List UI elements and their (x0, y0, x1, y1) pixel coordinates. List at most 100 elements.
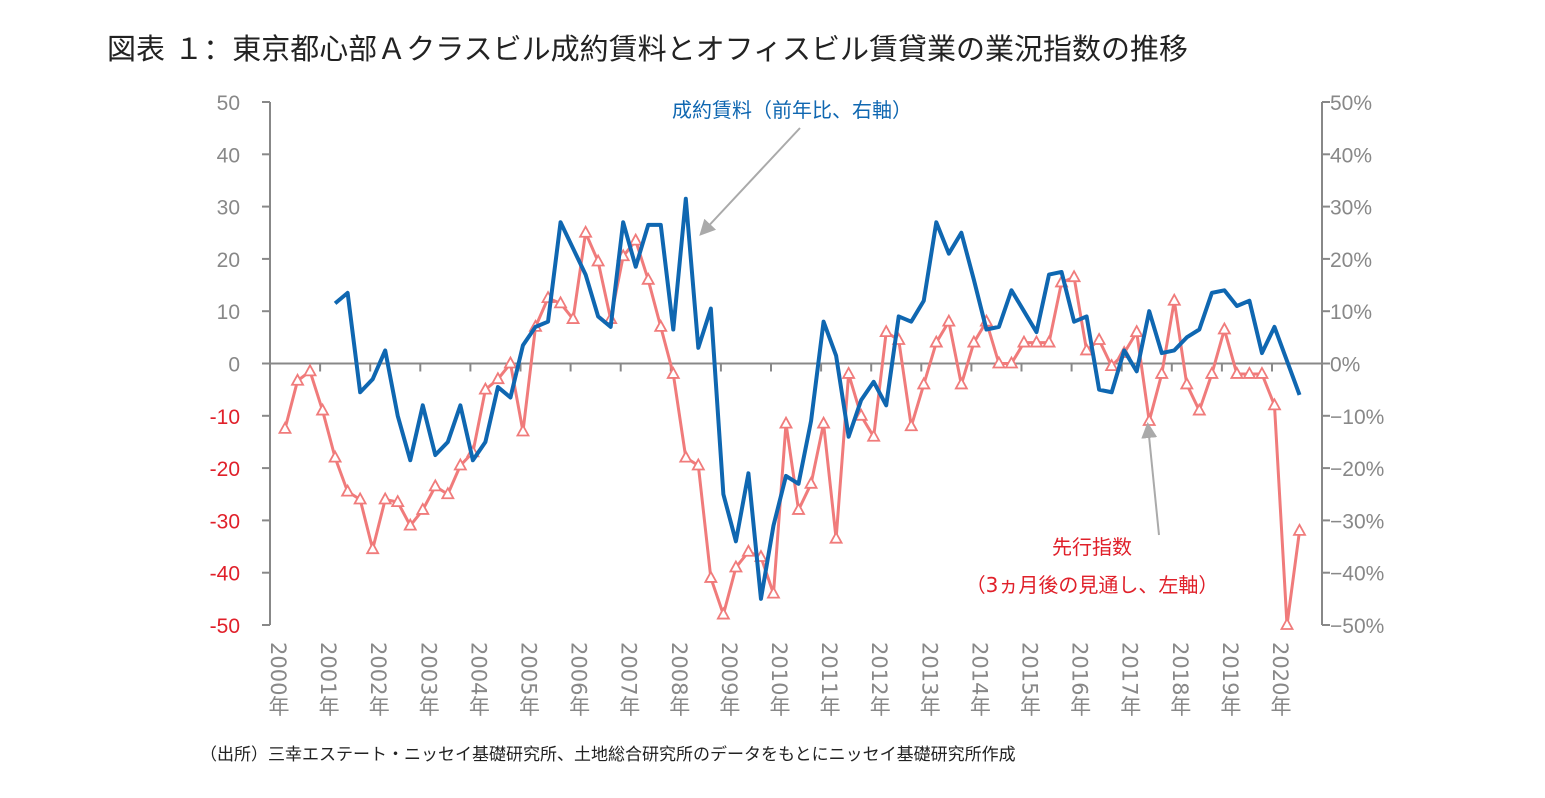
data-point-triangle (991, 355, 1006, 369)
source-note: （出所）三幸エステート・ニッセイ基礎研究所、土地総合研究所のデータをもとにニッセ… (200, 745, 1016, 765)
x-tick-label: 2014年 (967, 642, 991, 717)
data-point-triangle (1092, 332, 1107, 345)
data-point-triangle (340, 483, 355, 497)
left-tick-label: -40 (210, 563, 240, 586)
x-tick-label: 2009年 (717, 642, 741, 717)
data-point-triangle (666, 366, 681, 379)
data-point-triangle (678, 449, 693, 463)
right-tick-label: −40% (1330, 563, 1384, 586)
data-point-triangle (1179, 376, 1194, 390)
data-point-triangle (1004, 355, 1019, 369)
data-point-triangle (1217, 321, 1232, 335)
data-point-triangle (390, 494, 405, 507)
data-point-triangle (1154, 366, 1169, 379)
data-point-triangle (403, 517, 418, 531)
series-line (283, 231, 1302, 627)
data-point-triangle (1016, 334, 1031, 348)
x-tick-label: 2002年 (366, 642, 390, 717)
data-point-triangle (879, 324, 894, 338)
left-tick-label: -50 (210, 615, 240, 638)
data-point-triangle (515, 423, 530, 437)
data-point-triangle (929, 334, 944, 348)
x-tick-label: 2017年 (1118, 642, 1142, 717)
right-tick-label: 0% (1330, 354, 1360, 377)
data-point-triangle (1292, 522, 1307, 536)
data-point-triangle (1167, 292, 1182, 306)
data-point-triangle (1029, 334, 1044, 348)
data-point-triangle (1067, 269, 1082, 283)
data-point-triangle (916, 376, 931, 390)
data-point-triangle (1279, 617, 1295, 630)
left-tick-label: -10 (210, 406, 240, 429)
data-point-triangle (365, 541, 380, 555)
data-point-triangle (1242, 366, 1257, 379)
data-point-triangle (415, 502, 430, 515)
right-tick-label: −10% (1330, 406, 1384, 429)
right-tick-label: 20% (1330, 249, 1372, 272)
data-point-triangle (1192, 402, 1207, 416)
data-point-triangle (804, 475, 819, 489)
data-point-triangle (816, 415, 831, 429)
x-tick-label: 2003年 (416, 642, 440, 717)
right-tick-label: −50% (1330, 615, 1384, 638)
x-tick-label: 2018年 (1168, 642, 1192, 717)
x-tick-label: 2010年 (767, 642, 791, 717)
data-point-triangle (378, 491, 393, 505)
data-point-triangle (1204, 366, 1219, 379)
data-point-triangle (791, 502, 806, 515)
data-point-triangle (653, 319, 668, 332)
data-point-triangle (1229, 366, 1244, 379)
data-point-triangle (553, 295, 568, 309)
x-tick-label: 2004年 (466, 642, 490, 717)
red-annotation-arrow (1141, 422, 1160, 536)
data-point-triangle (1104, 358, 1119, 372)
data-point-triangle (1267, 397, 1282, 411)
series-line (333, 196, 1302, 601)
x-tick-label: 2013年 (917, 642, 941, 717)
data-point-triangle (440, 486, 455, 500)
left-tick-label: -30 (210, 510, 240, 533)
x-tick-label: 2011年 (817, 642, 841, 717)
x-tick-label: 2008年 (667, 642, 691, 717)
data-point-triangle (566, 311, 581, 324)
blue-series-label: 成約賃料（前年比、右軸） (672, 98, 912, 122)
x-tick-label: 2019年 (1218, 642, 1242, 717)
data-point-triangle (966, 334, 981, 348)
data-point-triangle (428, 478, 443, 492)
x-tick-label: 2001年 (316, 642, 340, 717)
left-tick-label: 0 (228, 354, 240, 377)
chart-title: 図表 １：東京都心部Ａクラスビル成約賃料とオフィスビル賃貸業の業況指数の推移 (107, 32, 1189, 66)
red-series-label-sub: （3ヵ月後の見通し、左軸） (966, 573, 1219, 597)
data-point-triangle (315, 402, 330, 416)
data-point-triangle (728, 559, 743, 573)
data-point-triangle (1079, 342, 1094, 356)
data-point-triangle (766, 585, 781, 599)
x-tick-label: 2015年 (1018, 642, 1042, 717)
x-tick-label: 2006年 (567, 642, 591, 717)
x-tick-label: 2005年 (517, 642, 541, 717)
data-point-triangle (277, 421, 293, 434)
data-point-triangle (716, 606, 731, 620)
right-tick-label: 40% (1330, 144, 1372, 167)
data-point-triangle (904, 418, 919, 432)
data-point-triangle (778, 415, 794, 429)
data-point-triangle (941, 313, 956, 327)
data-point-triangle (303, 363, 318, 377)
left-tick-label: -20 (210, 458, 240, 481)
data-point-triangle (578, 224, 593, 238)
data-point-triangle (841, 366, 856, 379)
right-tick-label: −30% (1330, 510, 1384, 533)
left-tick-label: 50 (217, 92, 240, 115)
x-tick-label: 2000年 (266, 642, 290, 717)
blue-annotation-arrow (699, 127, 801, 236)
right-tick-label: −20% (1330, 458, 1384, 481)
data-point-triangle (453, 457, 468, 471)
data-point-triangle (1142, 413, 1157, 426)
data-point-triangle (503, 355, 518, 369)
x-tick-label: 2016年 (1068, 642, 1092, 717)
data-point-triangle (490, 371, 505, 385)
data-point-triangle (290, 372, 305, 386)
left-tick-label: 30 (217, 197, 240, 220)
left-tick-label: 40 (217, 144, 240, 167)
data-point-triangle (328, 449, 343, 463)
